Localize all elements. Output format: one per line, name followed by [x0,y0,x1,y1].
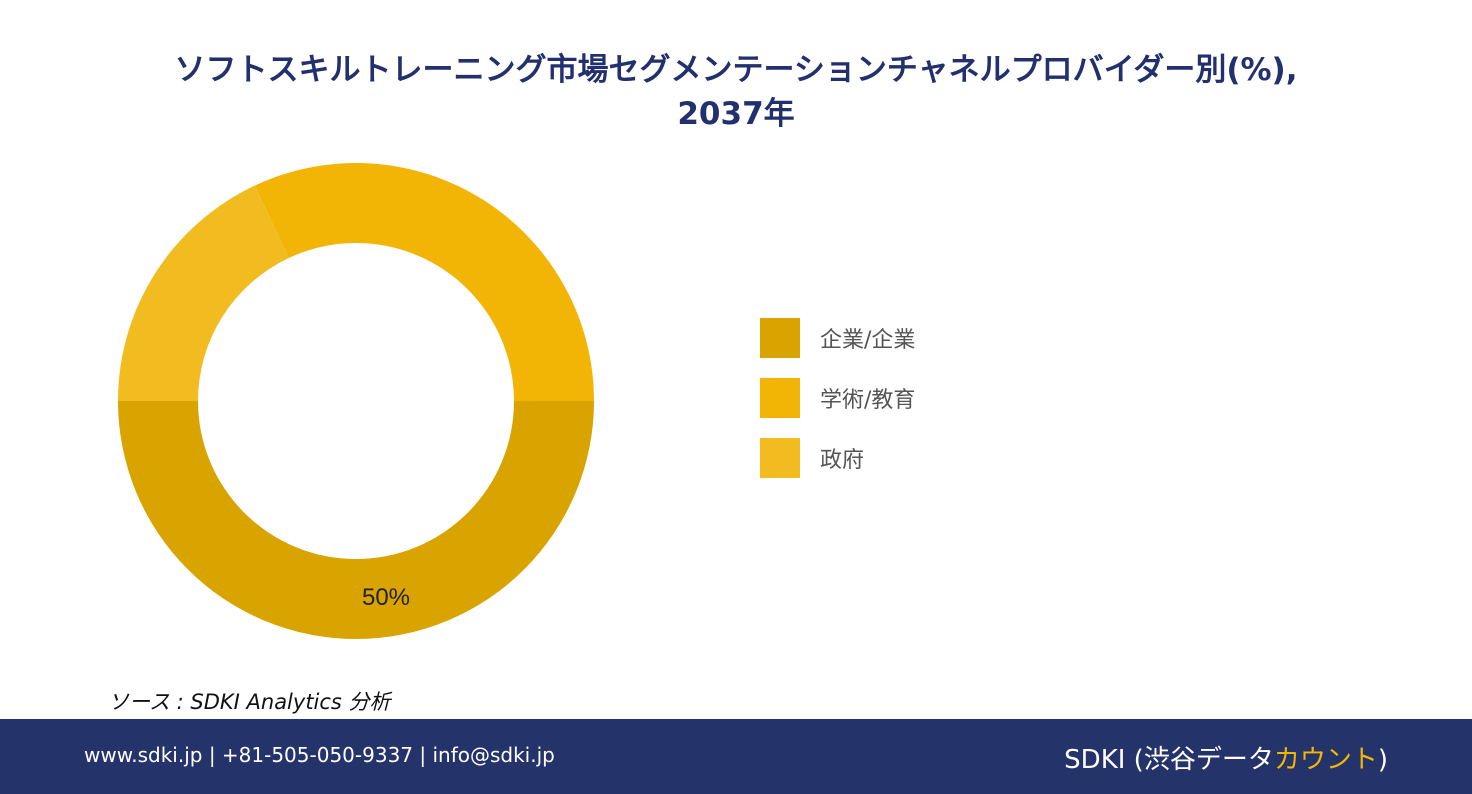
footer-contact: www.sdki.jp | +81-505-050-9337 | info@sd… [84,743,555,767]
legend-item-academic: 学術/教育 [760,378,915,418]
legend-swatch-enterprise [760,318,800,358]
legend-label-academic: 学術/教育 [820,388,916,413]
data-label-enterprise: 50% [362,584,410,611]
footer-brand: SDKI (渋谷データカウント) [1064,739,1388,776]
chart-title-line-1: ソフトスキルトレーニング市場セグメンテーションチャネルプロバイダー別(%), [174,52,1298,88]
donut-chart: 50% [118,163,594,639]
chart-legend: 企業/企業 学術/教育 政府 [760,318,915,498]
slice-academic [254,163,594,401]
footer-bar: www.sdki.jp | +81-505-050-9337 | info@sd… [0,719,1472,794]
footer-brand-accent: カウント [1273,745,1378,775]
footer-brand-main: SDKI (渋谷データ [1064,745,1274,775]
source-note: ソース : SDKI Analytics 分析 [108,690,391,714]
chart-title: ソフトスキルトレーニング市場セグメンテーションチャネルプロバイダー別(%), 2… [60,48,1412,136]
legend-swatch-government [760,438,800,478]
footer-brand-close: ) [1377,745,1388,775]
legend-label-enterprise: 企業/企業 [820,328,916,353]
legend-item-enterprise: 企業/企業 [760,318,915,358]
legend-swatch-academic [760,378,800,418]
legend-label-government: 政府 [820,448,865,473]
legend-item-government: 政府 [760,438,915,478]
chart-title-line-2: 2037年 [677,96,795,132]
slice-government [118,185,289,401]
slice-enterprise [118,401,594,639]
